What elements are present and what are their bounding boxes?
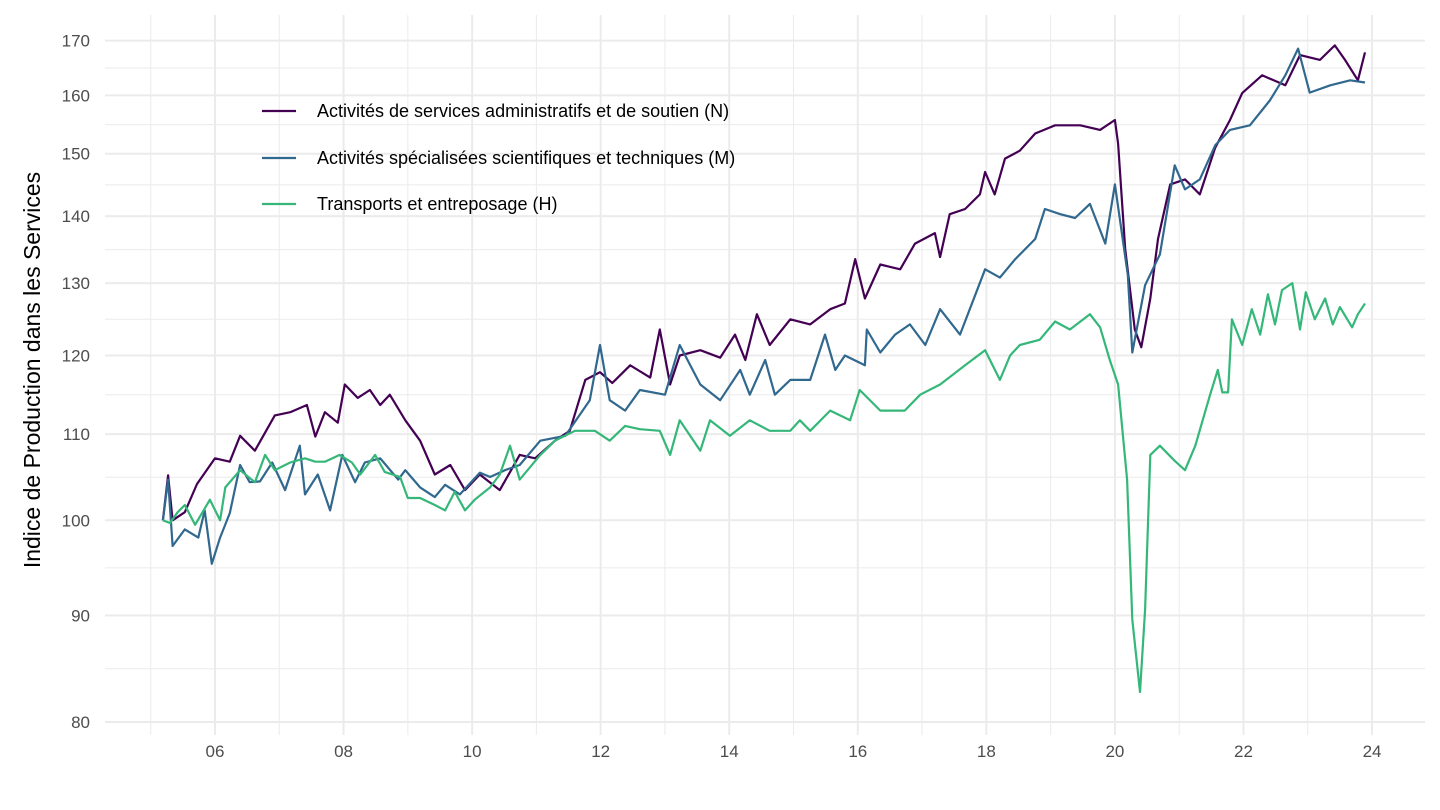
- y-tick-label: 120: [62, 346, 90, 365]
- y-tick-label: 80: [71, 713, 90, 732]
- minor-gridlines: [105, 15, 1425, 735]
- x-tick-label: 08: [334, 742, 353, 761]
- x-tick-label: 06: [206, 742, 225, 761]
- y-tick-label: 110: [63, 425, 90, 444]
- x-tick-label: 20: [1105, 742, 1124, 761]
- x-tick-label: 10: [463, 742, 482, 761]
- y-tick-label: 150: [62, 145, 90, 164]
- y-tick-label: 160: [62, 86, 90, 105]
- series-line-h: [162, 282, 1366, 694]
- series-lines: [161, 44, 1367, 694]
- y-tick-label: 140: [62, 207, 90, 226]
- y-tick-label: 90: [71, 607, 90, 626]
- y-axis-title: Indice de Production dans les Services: [19, 172, 45, 568]
- x-axis-ticks: 06 08 10 12 14 16 18 20 22 24: [206, 742, 1382, 761]
- y-tick-label: 100: [62, 511, 90, 530]
- x-tick-label: 12: [591, 742, 610, 761]
- series-line-m: [161, 47, 1366, 565]
- legend: Activités de services administratifs et …: [262, 101, 735, 214]
- x-tick-label: 18: [977, 742, 996, 761]
- x-tick-label: 14: [720, 742, 739, 761]
- major-gridlines: [105, 15, 1425, 735]
- y-tick-label: 170: [62, 32, 90, 51]
- y-tick-label: 130: [62, 274, 90, 293]
- legend-label-h: Transports et entreposage (H): [317, 194, 557, 214]
- x-tick-label: 22: [1234, 742, 1253, 761]
- x-tick-label: 24: [1363, 742, 1382, 761]
- legend-label-m: Activités spécialisées scientifiques et …: [317, 148, 735, 168]
- x-tick-label: 16: [848, 742, 867, 761]
- legend-label-n: Activités de services administratifs et …: [317, 101, 729, 121]
- y-axis-ticks: 80 90 100 110 120 130 140 150 160 170: [62, 32, 90, 732]
